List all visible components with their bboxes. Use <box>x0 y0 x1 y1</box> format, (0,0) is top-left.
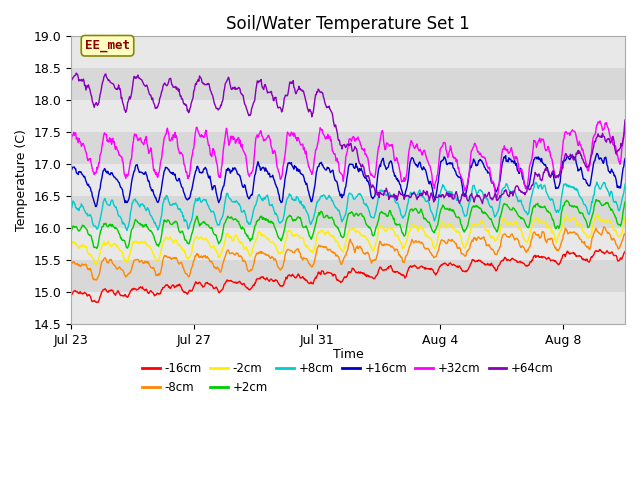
Y-axis label: Temperature (C): Temperature (C) <box>15 129 28 231</box>
Bar <box>71 164 625 196</box>
Bar <box>71 100 625 132</box>
Bar <box>71 36 625 68</box>
Bar <box>71 292 625 324</box>
Legend: -16cm, -8cm, -2cm, +2cm, +8cm, +16cm, +32cm, +64cm: -16cm, -8cm, -2cm, +2cm, +8cm, +16cm, +3… <box>138 358 559 399</box>
Text: EE_met: EE_met <box>85 39 130 52</box>
Title: Soil/Water Temperature Set 1: Soil/Water Temperature Set 1 <box>226 15 470 33</box>
Bar <box>71 196 625 228</box>
Bar <box>71 132 625 164</box>
Bar <box>71 68 625 100</box>
Bar <box>71 228 625 260</box>
Bar <box>71 260 625 292</box>
X-axis label: Time: Time <box>333 348 364 361</box>
